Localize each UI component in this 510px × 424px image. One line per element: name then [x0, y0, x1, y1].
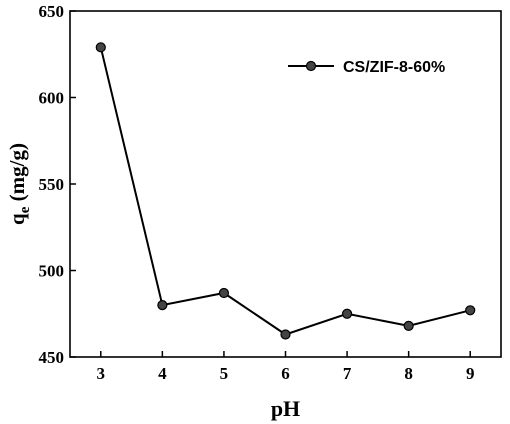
y-axis-title-unit: (mg/g) [5, 143, 29, 207]
x-axis-ticks: 3 4 5 6 7 8 9 [97, 351, 475, 383]
y-axis-ticks: 450 500 550 600 650 [39, 2, 76, 367]
y-tick-label: 600 [39, 89, 65, 108]
x-tick-label: 5 [220, 364, 229, 383]
data-point [403, 320, 414, 331]
y-tick-label: 500 [39, 262, 65, 281]
x-tick-label: 6 [281, 364, 290, 383]
y-axis-title-subscript: e [17, 206, 33, 213]
data-point [95, 42, 106, 53]
data-point [341, 308, 353, 319]
y-axis-title: qe (mg/g) [5, 143, 33, 225]
x-axis-title: pH [271, 396, 300, 421]
data-point [465, 305, 476, 316]
x-tick-label: 7 [343, 364, 352, 383]
data-point [218, 287, 230, 299]
data-point [280, 329, 291, 340]
legend-marker [305, 60, 317, 72]
y-tick-label: 650 [39, 2, 65, 21]
y-tick-label: 550 [39, 175, 65, 194]
x-tick-label: 3 [97, 364, 106, 383]
series-line [99, 47, 471, 336]
legend: CS/ZIF-8-60% [288, 59, 445, 76]
series-layer [95, 42, 476, 340]
x-tick-label: 9 [466, 364, 475, 383]
y-tick-label: 450 [39, 348, 65, 367]
legend-label: CS/ZIF-8-60% [343, 59, 445, 76]
x-tick-label: 4 [158, 364, 167, 383]
y-axis-title-main: q [5, 213, 29, 225]
x-tick-label: 8 [404, 364, 413, 383]
data-point [157, 300, 168, 311]
